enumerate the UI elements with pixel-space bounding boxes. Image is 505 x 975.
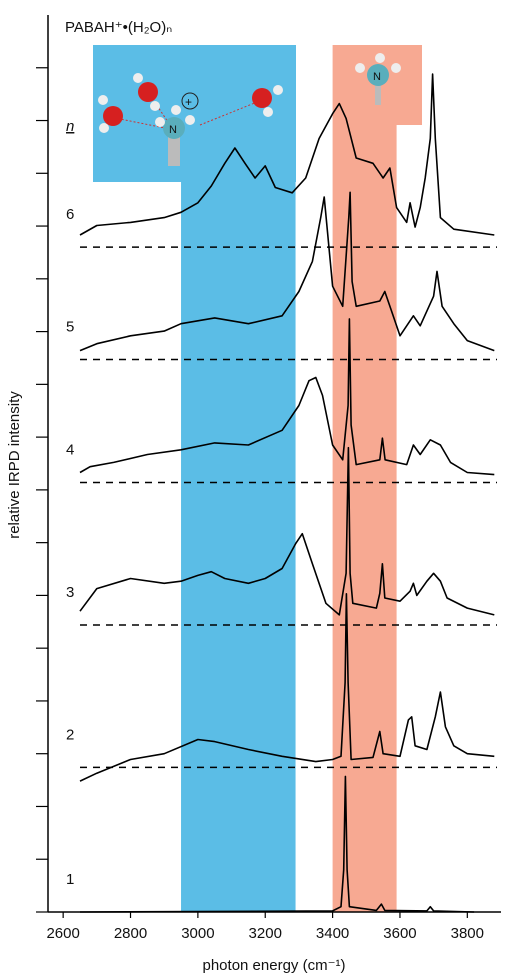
inset-background	[93, 45, 296, 182]
spectrum-line	[79, 73, 495, 236]
svg-text:+: +	[185, 95, 192, 109]
shaded-band	[332, 45, 397, 912]
x-axis-label: photon energy (cm⁻¹)	[203, 957, 346, 974]
legend-title: n	[66, 118, 74, 135]
y-axis-label: relative IRPD intensity	[6, 391, 23, 539]
x-tick-label: 3400	[316, 925, 349, 942]
spectrum-line	[79, 593, 495, 782]
svg-text:N: N	[169, 124, 177, 136]
series-label: 1	[66, 871, 74, 888]
series-label: 4	[66, 441, 74, 458]
x-tick-label: 3000	[181, 925, 214, 942]
spectrum-line	[79, 191, 495, 352]
x-tick-label: 3800	[451, 925, 484, 942]
chart-title: PABAH⁺•(H₂O)ₙ	[65, 19, 172, 36]
svg-text:N: N	[373, 71, 381, 83]
x-tick-label: 2600	[46, 925, 79, 942]
series-label: 5	[66, 319, 74, 336]
spectrum-line	[79, 446, 495, 616]
spectrum-line	[79, 775, 475, 913]
molecule-sketch: + N N	[98, 53, 401, 166]
series-label: 2	[66, 726, 74, 743]
series-label: 3	[66, 584, 74, 601]
x-tick-label: 3200	[249, 925, 282, 942]
spectrum-line	[79, 318, 495, 476]
series-label: 6	[66, 206, 74, 223]
x-tick-label: 3600	[383, 925, 416, 942]
x-tick-label: 2800	[114, 925, 147, 942]
